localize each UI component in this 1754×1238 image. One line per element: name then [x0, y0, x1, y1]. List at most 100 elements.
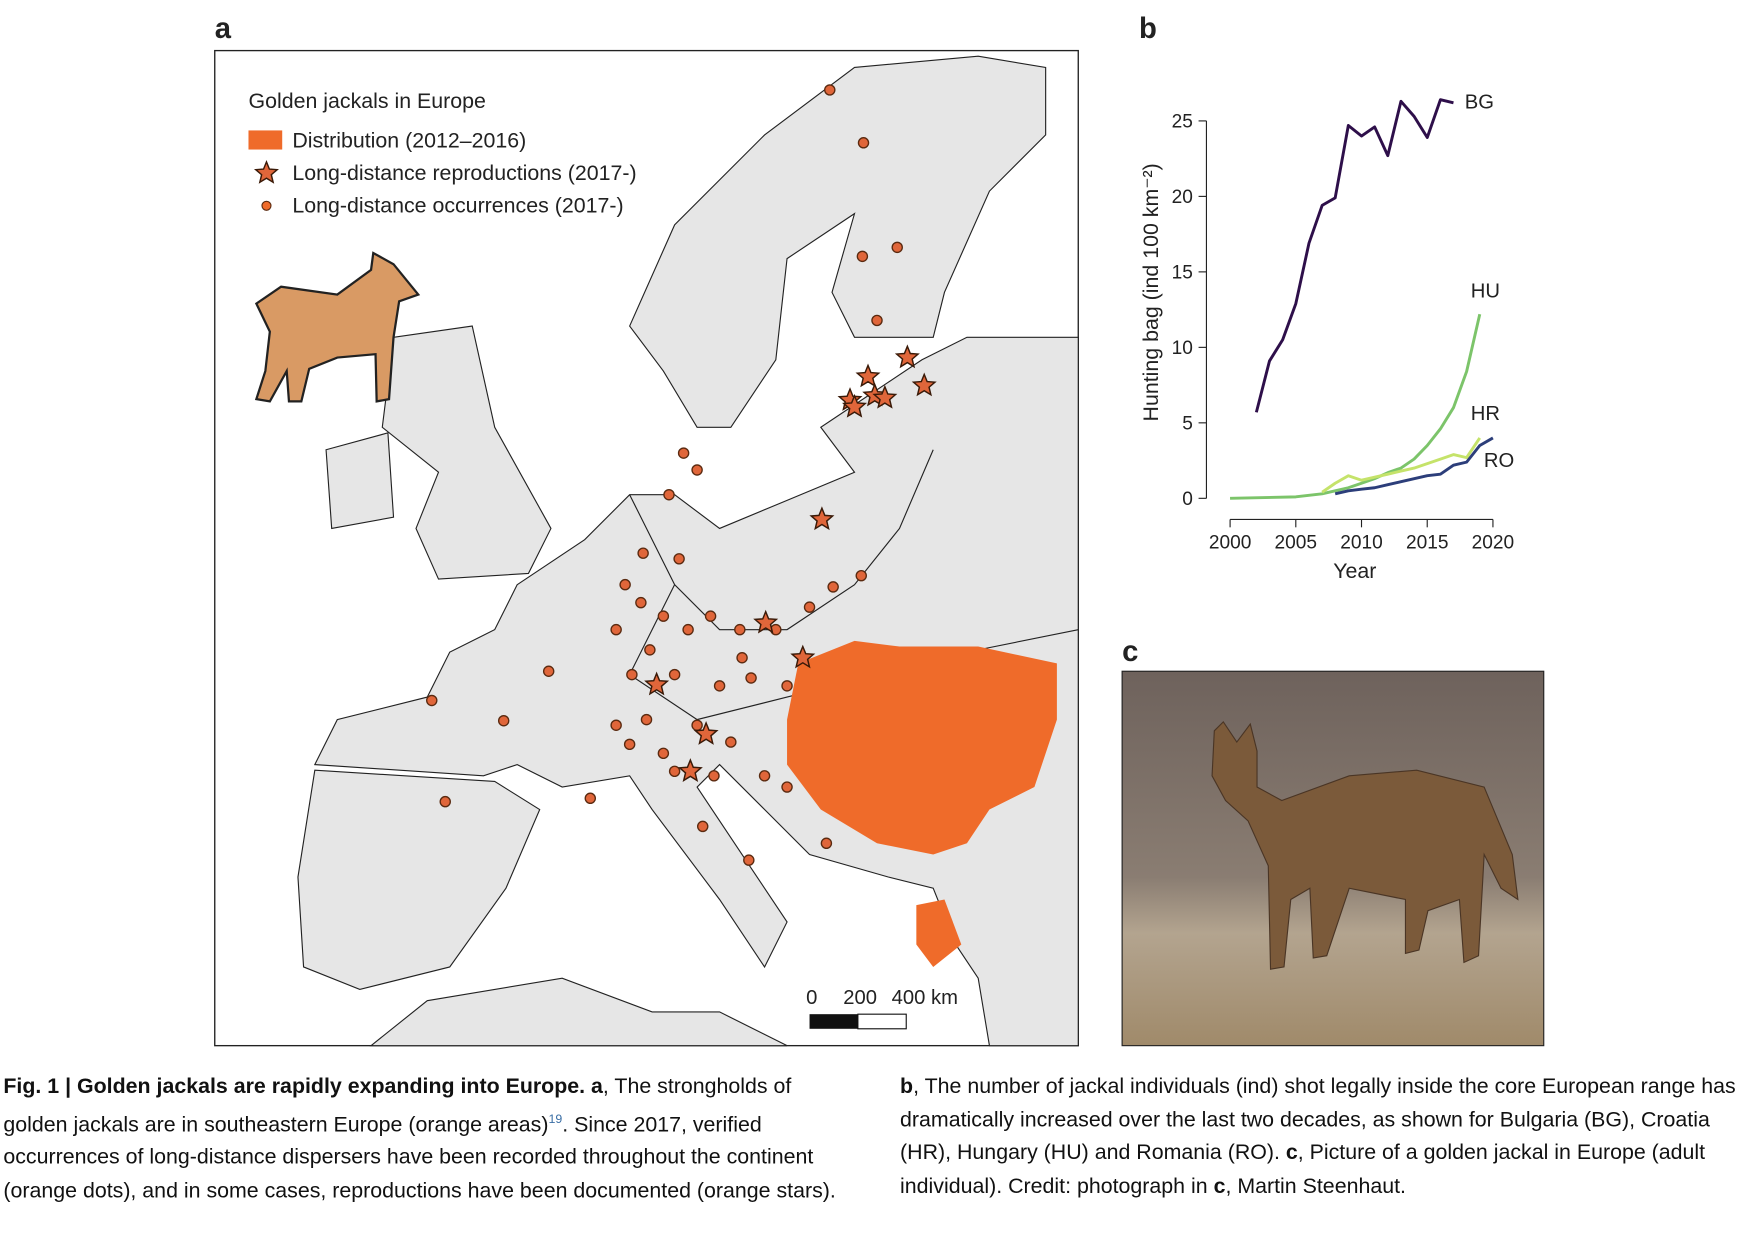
occurrence-dot [855, 569, 867, 582]
caption-text: , Picture of a golden jackal in Europe (… [900, 1141, 1706, 1199]
occurrence-dot [626, 668, 638, 681]
series-label: RO [1484, 450, 1514, 472]
series-line [1230, 313, 1482, 500]
reproduction-star [693, 721, 719, 745]
legend-label: Long-distance reproductions (2017-) [292, 161, 636, 185]
reproduction-star [855, 363, 881, 388]
line-chart: b 0 5 10 15 20 25 2000 2005 2010 2015 2020 Year Hunt… [1139, 13, 1514, 583]
occurrence-dot [704, 610, 717, 622]
occurrence-dot [758, 770, 771, 782]
figure-graphics: a Golden jackals in Europe Distribution … [214, 13, 1545, 1047]
x-tick-label: 2000 [1209, 533, 1252, 554]
series-line [1321, 437, 1481, 494]
caption-bold: c [1213, 1174, 1226, 1199]
occurrence-dot [871, 314, 883, 327]
series-label: HR [1471, 403, 1500, 425]
occurrence-dot [673, 553, 685, 565]
occurrence-dot [619, 578, 631, 591]
reproduction-star [644, 671, 670, 696]
jackal-icon [254, 251, 421, 403]
occurrence-dot [736, 652, 748, 664]
series-label: BG [1465, 91, 1494, 113]
occurrence-dot [668, 668, 681, 681]
caption-bold: b [900, 1074, 914, 1099]
distribution [787, 640, 1057, 967]
scale-bar [857, 1013, 907, 1030]
occurrence-dot [820, 837, 833, 850]
occurrence-dot [584, 792, 597, 805]
legend-title: Golden jackals in Europe [248, 89, 485, 113]
occurrence-dot [691, 464, 703, 476]
occurrence-dot [696, 820, 709, 833]
iberia [297, 769, 541, 991]
occurrence-dot [725, 736, 737, 748]
occurrence-dot [635, 596, 647, 609]
occurrence-dot [657, 747, 670, 760]
occurrence-dot [891, 241, 903, 254]
caption: Fig. 1 | Golden jackals are rapidly expa… [3, 1070, 1751, 1208]
series-line [1254, 98, 1454, 413]
y-tick-label: 20 [1172, 187, 1193, 208]
series-line [1334, 436, 1494, 496]
caption-bold: c [1285, 1141, 1298, 1165]
scale-label: 200 [843, 987, 877, 1009]
occurrence-dot [857, 137, 870, 149]
occurrence-dot [640, 713, 653, 726]
occurrence-dot [827, 581, 839, 593]
occurrence-dot [439, 795, 451, 808]
scale-bar [809, 1014, 858, 1029]
distribution-area [787, 640, 1057, 855]
x-tick-label: 2010 [1340, 533, 1383, 554]
occurrence-dot [426, 694, 438, 707]
occurrence-dot [610, 623, 622, 636]
scale-label: 400 km [892, 987, 958, 1009]
series-label: HU [1471, 280, 1500, 302]
reproduction-star [872, 384, 898, 409]
photo-jackal [1211, 720, 1519, 970]
scandinavia [628, 55, 1047, 428]
reproduction-star [753, 609, 779, 634]
ireland [325, 432, 395, 530]
occurrence-dot [657, 610, 670, 622]
y-axis-label: Hunting bag (ind 100 km⁻²) [1139, 163, 1163, 421]
occurrence-dot [682, 623, 694, 636]
occurrence-dot [856, 250, 869, 263]
caption-text: , The number of jackal individuals (ind)… [900, 1074, 1736, 1165]
reproduction-star [790, 644, 816, 669]
britain [381, 325, 552, 580]
occurrence-dot [677, 447, 690, 459]
caption-text: , Martin Steenhaut. [1225, 1174, 1406, 1199]
reproduction-star [894, 344, 920, 369]
reproduction-star [911, 372, 937, 397]
distribution-area [916, 899, 962, 967]
occurrence-dot [824, 84, 836, 96]
x-tick-label: 2020 [1472, 533, 1515, 554]
panel-label: c [1122, 636, 1138, 668]
occurrence-dot [668, 765, 681, 778]
legend-label: Long-distance occurrences (2017-) [292, 194, 623, 218]
x-tick-label: 2005 [1275, 533, 1318, 554]
y-tick-label: 25 [1172, 112, 1193, 133]
reproduction-star [842, 393, 868, 418]
occurrence-dot [497, 714, 510, 727]
mainland [313, 336, 1079, 1047]
occurrence-dot [610, 719, 622, 731]
scale-label: 0 [806, 987, 817, 1009]
y-tick-label: 10 [1172, 338, 1193, 359]
occurrence-dot [708, 770, 720, 782]
x-tick-label: 2015 [1406, 533, 1449, 554]
map: Golden jackals in Europe Distribution (2… [214, 49, 1079, 1047]
occurrence-dot [663, 488, 675, 501]
occurrence-dot [644, 644, 656, 656]
reproduction-star [677, 758, 703, 782]
photo: c [1121, 636, 1545, 1047]
occurrence-dot [745, 672, 757, 684]
y-tick-label: 15 [1172, 263, 1193, 284]
caption-text: . Since 2017, verified occurrences of lo… [3, 1112, 836, 1203]
occurrence-dot [743, 854, 755, 866]
panel-label: a [215, 13, 232, 45]
land [297, 55, 1079, 1047]
occurrence-dot [637, 547, 649, 559]
y-tick-label: 5 [1182, 414, 1193, 435]
